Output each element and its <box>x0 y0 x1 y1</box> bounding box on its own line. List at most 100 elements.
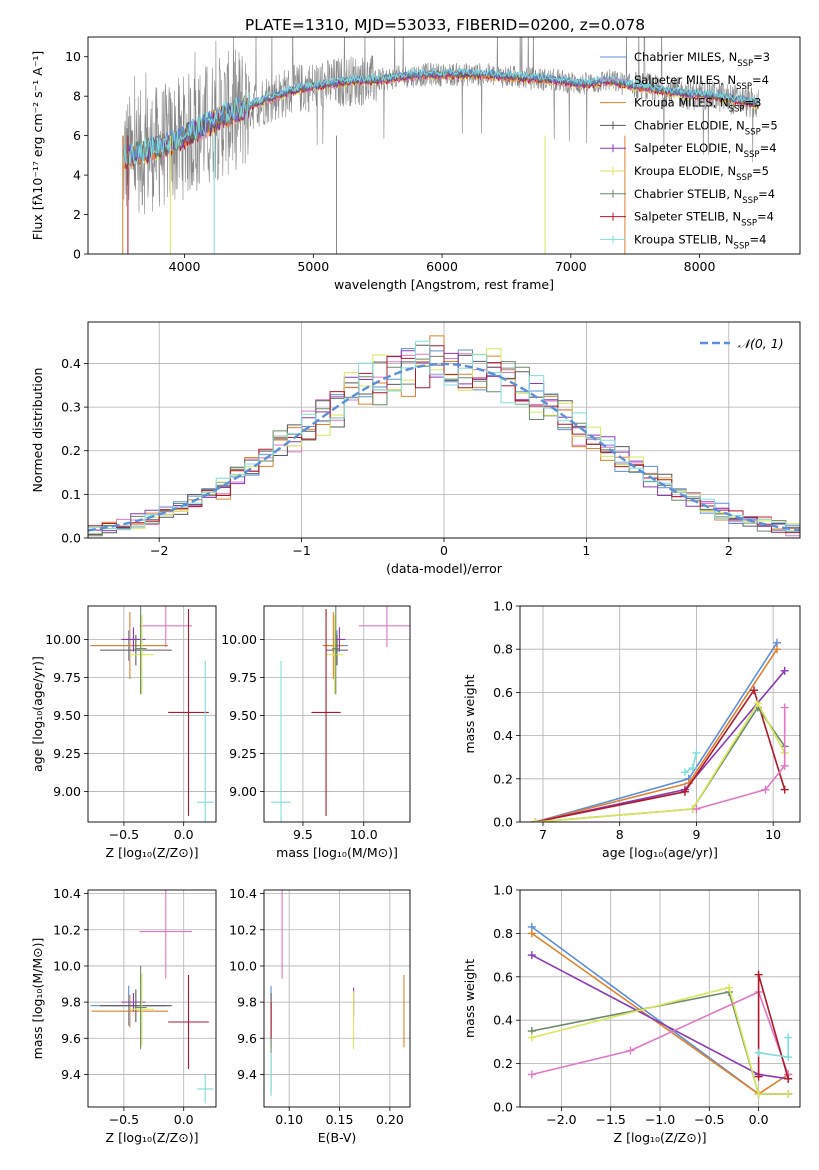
tick-label-y: 0.4 <box>493 728 513 743</box>
tick-label-x: 0 <box>440 543 448 558</box>
tick-label-x: −1.5 <box>596 1112 626 1127</box>
tick-label-y: 0.4 <box>493 1013 513 1028</box>
tick-label-y: 9.75 <box>229 670 257 685</box>
tick-label-y: 0.6 <box>493 969 513 984</box>
tick-label-y: 0 <box>73 247 81 262</box>
weight-line <box>758 1037 789 1059</box>
tick-label-y: 0.3 <box>61 400 81 415</box>
tick-label-x: −1.0 <box>645 1112 675 1127</box>
tick-label-y: 9.4 <box>61 1067 81 1082</box>
tick-label-y: 0.8 <box>493 642 513 657</box>
age_vs_Z-axes: −0.5 0.0 9.00 9.25 9.50 9.75 10.00 Z [log₁₀(Z/Z… <box>30 606 216 860</box>
figure-title: PLATE=1310, MJD=53033, FIBERID=0200, z=0… <box>245 16 645 34</box>
tick-label-y: 0.0 <box>493 1100 513 1115</box>
weight-line <box>535 701 786 822</box>
tick-label-x: 9 <box>692 827 700 842</box>
x-axis-label: age [log₁₀(age/yr)] <box>602 845 718 860</box>
age_vs_Z-errorbars <box>90 606 214 822</box>
tick-label-x: 0.0 <box>174 827 194 842</box>
age_vs_mass-axes: 9.5 10.0 9.00 9.25 9.50 9.75 10.00 mass [log₁₀(… <box>221 606 410 860</box>
legend-entry: Salpeter STELIB, NSSP=4 <box>634 210 774 229</box>
tick-label-y: 4 <box>73 168 81 183</box>
weight-line <box>531 986 789 1095</box>
tick-label-x: 1 <box>582 543 590 558</box>
tick-label-y: 9.6 <box>237 1031 257 1046</box>
mass_vs_Z-errorbars <box>90 890 214 1104</box>
spectrum-legend: Chabrier MILES, NSSP=3 Salpeter MILES, NS… <box>600 50 778 251</box>
mass_vs_EBV-frame <box>263 889 411 1108</box>
age_vs_Z-frame <box>87 605 217 823</box>
x-axis-label: (data-model)/error <box>386 561 503 576</box>
tick-label-x: 0.10 <box>275 1112 303 1127</box>
tick-label-y: 9.00 <box>229 784 257 799</box>
legend-entry: Kroupa STELIB, NSSP=4 <box>634 232 766 251</box>
tick-label-y: 10.2 <box>53 922 81 937</box>
tick-label-x: 9.5 <box>293 827 313 842</box>
weight-line <box>535 688 786 822</box>
x-axis-label: E(B-V) <box>318 1130 357 1145</box>
weight-line <box>696 707 786 810</box>
tick-label-x: 4000 <box>169 259 201 274</box>
legend-entry: 𝒩(0, 1) <box>738 336 784 351</box>
tick-label-x: −2.0 <box>546 1112 576 1127</box>
tick-label-x: 10.0 <box>350 827 378 842</box>
y-axis-label: mass weight <box>462 959 477 1038</box>
tick-label-y: 1.0 <box>493 599 513 614</box>
spectrum-model-kroupa-stelib <box>122 67 759 167</box>
tick-label-x: −2 <box>150 543 168 558</box>
x-axis-label: wavelength [Angstrom, rest frame] <box>334 277 554 292</box>
tick-label-x: 8000 <box>684 259 716 274</box>
tick-label-x: 6000 <box>426 259 458 274</box>
tick-label-x: −1 <box>292 543 310 558</box>
normal-curve <box>88 362 800 532</box>
spectrum-axes: 4000 5000 6000 7000 8000 0 2 4 6 8 10 wavelength [A… <box>30 49 716 292</box>
mass_vs_Z-axes: −0.5 0.0 9.4 9.6 9.8 10.0 10.2 10.4 Z [log₁₀(Z/Z… <box>30 886 216 1145</box>
weight-line <box>535 706 786 822</box>
tick-label-y: 10.0 <box>53 958 81 973</box>
tick-label-y: 8 <box>73 89 81 104</box>
legend-entry: Kroupa ELODIE, NSSP=5 <box>634 164 769 183</box>
spectrum-frame <box>87 36 801 255</box>
tick-label-x: 2 <box>725 543 733 558</box>
mass_vs_EBV-errorbars <box>270 890 405 1097</box>
weights_vs_age-axes: 7 8 9 10 0.0 0.2 0.4 0.6 0.8 1.0 age [log₁₀(age/yr… <box>462 599 800 860</box>
x-axis-label: Z [log₁₀(Z/Z⊙)] <box>106 1130 199 1145</box>
x-axis-label: mass [log₁₀(M/M⊙)] <box>276 845 398 860</box>
tick-label-y: 9.4 <box>237 1067 257 1082</box>
age_vs_mass-frame <box>263 605 411 823</box>
tick-label-y: 9.8 <box>61 995 81 1010</box>
tick-label-y: 6 <box>73 128 81 143</box>
weights_vs_Z-axes: −2.0 −1.5 −1.0 −0.5 0.0 0.0 0.2 0.4 0.6 0.8 1.0 Z [… <box>462 883 800 1145</box>
legend-entry: Chabrier ELODIE, NSSP=5 <box>634 118 778 137</box>
spectrum-lines <box>122 37 759 254</box>
tick-label-y: 10.4 <box>53 886 81 901</box>
tick-label-x: −0.5 <box>109 1112 139 1127</box>
x-axis-label: Z [log₁₀(Z/Z⊙)] <box>106 845 199 860</box>
weights_vs_age-lines <box>531 638 789 822</box>
tick-label-x: 0.20 <box>376 1112 404 1127</box>
residuals-hists <box>88 335 800 538</box>
tick-label-x: 0.0 <box>174 1112 194 1127</box>
y-axis-label: Normed distribution <box>30 368 45 493</box>
tick-label-y: 0.2 <box>493 1056 513 1071</box>
tick-label-x: 10 <box>765 827 781 842</box>
weights_vs_Z-frame <box>519 889 801 1108</box>
tick-label-x: −0.5 <box>694 1112 724 1127</box>
weights_vs_Z-lines <box>527 922 793 1098</box>
y-axis-label: mass [log₁₀(M/M⊙)] <box>30 938 45 1060</box>
tick-label-y: 0.8 <box>493 926 513 941</box>
weight-line <box>531 990 789 1076</box>
tick-label-y: 9.6 <box>61 1031 81 1046</box>
age_vs_mass-errorbars <box>271 606 410 822</box>
mass_vs_EBV-axes: 0.10 0.15 0.20 9.4 9.6 9.8 10.0 10.2 10.4 E(B-V) <box>229 886 410 1145</box>
tick-label-y: 10 <box>65 49 81 64</box>
tick-label-y: 0.1 <box>61 487 81 502</box>
tick-label-y: 0.2 <box>61 443 81 458</box>
mass_vs_Z-frame <box>87 889 217 1108</box>
tick-label-y: 9.8 <box>237 995 257 1010</box>
tick-label-y: 9.50 <box>53 708 81 723</box>
legend-entry: Salpeter ELODIE, NSSP=4 <box>634 141 777 160</box>
x-axis-label: Z [log₁₀(Z/Z⊙)] <box>614 1130 707 1145</box>
tick-label-y: 9.25 <box>53 746 81 761</box>
